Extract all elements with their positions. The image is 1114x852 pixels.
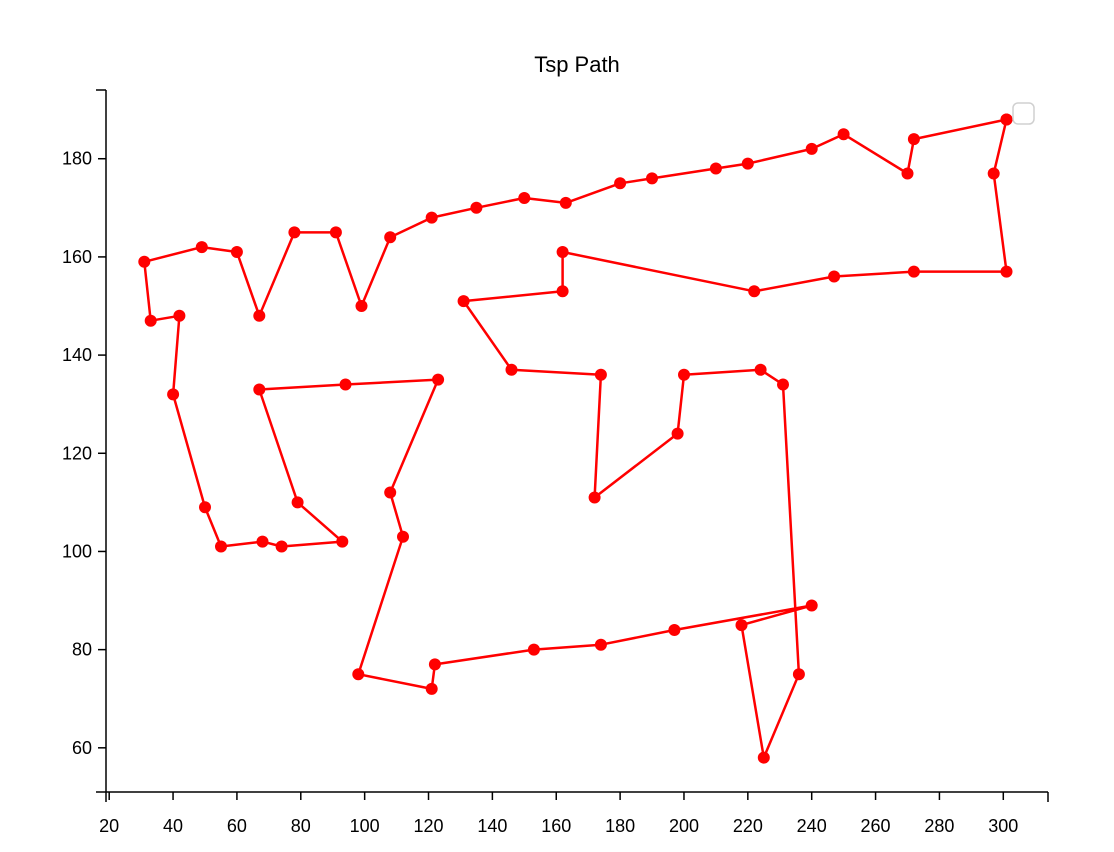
x-tick-label: 80 xyxy=(291,816,311,836)
tsp-city-point xyxy=(505,363,518,376)
tsp-path-layer xyxy=(143,118,1008,759)
tsp-city-point xyxy=(384,231,397,244)
x-tick-label: 100 xyxy=(350,816,380,836)
tsp-city-point xyxy=(741,157,754,170)
x-tick-label: 40 xyxy=(163,816,183,836)
tsp-city-point xyxy=(432,373,445,386)
tsp-city-point xyxy=(275,540,288,553)
tsp-city-point xyxy=(199,501,211,514)
x-tick-label: 200 xyxy=(669,816,699,836)
x-tick-label: 140 xyxy=(477,816,507,836)
tsp-path-line xyxy=(143,118,1008,759)
tsp-city-point xyxy=(230,246,243,258)
y-tick-label: 140 xyxy=(62,345,92,365)
tsp-city-point xyxy=(195,241,208,254)
tsp-city-point xyxy=(805,599,818,612)
tsp-city-point xyxy=(425,682,438,695)
tsp-city-point xyxy=(253,383,266,396)
tsp-city-point xyxy=(668,624,681,636)
x-tick-label: 120 xyxy=(413,816,443,836)
x-tick-label: 260 xyxy=(861,816,891,836)
tsp-city-point xyxy=(748,285,761,298)
x-tick-label: 60 xyxy=(227,816,247,836)
tsp-city-point xyxy=(754,363,767,376)
tsp-city-point xyxy=(559,196,572,209)
tsp-city-point xyxy=(594,368,607,381)
tsp-city-point xyxy=(907,133,920,146)
tsp-city-point xyxy=(428,658,441,671)
y-tick-label: 180 xyxy=(62,149,92,169)
y-tick-label: 120 xyxy=(62,443,92,463)
tsp-city-point xyxy=(527,643,540,656)
tsp-city-point xyxy=(1000,113,1013,126)
tsp-city-point xyxy=(678,368,690,381)
tsp-points-layer xyxy=(138,113,1013,764)
tsp-city-point xyxy=(709,162,722,175)
tsp-city-point xyxy=(215,540,227,553)
x-tick-label: 280 xyxy=(924,816,954,836)
tsp-city-point xyxy=(805,142,818,155)
x-tick-label: 180 xyxy=(605,816,635,836)
tsp-city-point xyxy=(757,751,770,764)
tsp-city-point xyxy=(588,491,601,504)
tsp-city-point xyxy=(907,265,920,278)
tsp-city-point xyxy=(518,192,531,204)
tsp-city-point xyxy=(352,668,365,681)
tsp-city-point xyxy=(173,309,186,322)
tsp-city-point xyxy=(556,246,569,258)
tsp-city-point xyxy=(792,668,805,681)
tsp-city-point xyxy=(329,226,342,239)
tsp-city-point xyxy=(384,486,397,499)
tsp-city-point xyxy=(291,496,304,509)
tsp-city-point xyxy=(288,226,301,239)
legend-box xyxy=(1012,102,1035,125)
tsp-city-point xyxy=(837,128,850,141)
tsp-city-point xyxy=(987,167,1000,180)
y-tick-label: 100 xyxy=(62,541,92,561)
tsp-city-point xyxy=(397,530,409,543)
tsp-city-point xyxy=(777,378,789,391)
x-axis-ticks: 20 40 60 80 100 120 140 160 180 200 220 240 260 280 30… xyxy=(99,792,1018,836)
tsp-city-point xyxy=(144,314,157,327)
tsp-city-point xyxy=(470,201,483,214)
tsp-city-point xyxy=(735,619,748,632)
x-tick-label: 220 xyxy=(733,816,763,836)
tsp-city-point xyxy=(901,167,914,180)
tsp-city-point xyxy=(167,388,180,401)
axes xyxy=(96,89,1049,802)
x-tick-label: 240 xyxy=(797,816,827,836)
tsp-city-point xyxy=(339,378,352,391)
tsp-city-point xyxy=(355,300,368,312)
tsp-city-point xyxy=(671,427,684,440)
y-tick-label: 80 xyxy=(72,640,92,660)
chart-title: Tsp Path xyxy=(534,52,620,77)
tsp-city-point xyxy=(556,285,569,298)
tsp-city-point xyxy=(425,211,438,224)
tsp-city-point xyxy=(1000,265,1013,278)
tsp-city-point xyxy=(457,295,470,308)
tsp-city-point xyxy=(253,309,266,322)
tsp-city-point xyxy=(646,172,658,185)
tsp-city-point xyxy=(828,270,841,283)
y-tick-label: 160 xyxy=(62,247,92,267)
y-tick-label: 60 xyxy=(72,738,92,758)
y-axis-ticks: 60 80 100 120 140 160 180 xyxy=(62,149,106,758)
tsp-city-point xyxy=(256,535,269,548)
x-tick-label: 20 xyxy=(99,816,119,836)
tsp-city-point xyxy=(614,177,627,190)
tsp-city-point xyxy=(336,535,349,548)
x-tick-label: 160 xyxy=(541,816,571,836)
x-tick-label: 300 xyxy=(988,816,1018,836)
tsp-city-point xyxy=(138,255,151,268)
tsp-city-point xyxy=(594,638,607,651)
